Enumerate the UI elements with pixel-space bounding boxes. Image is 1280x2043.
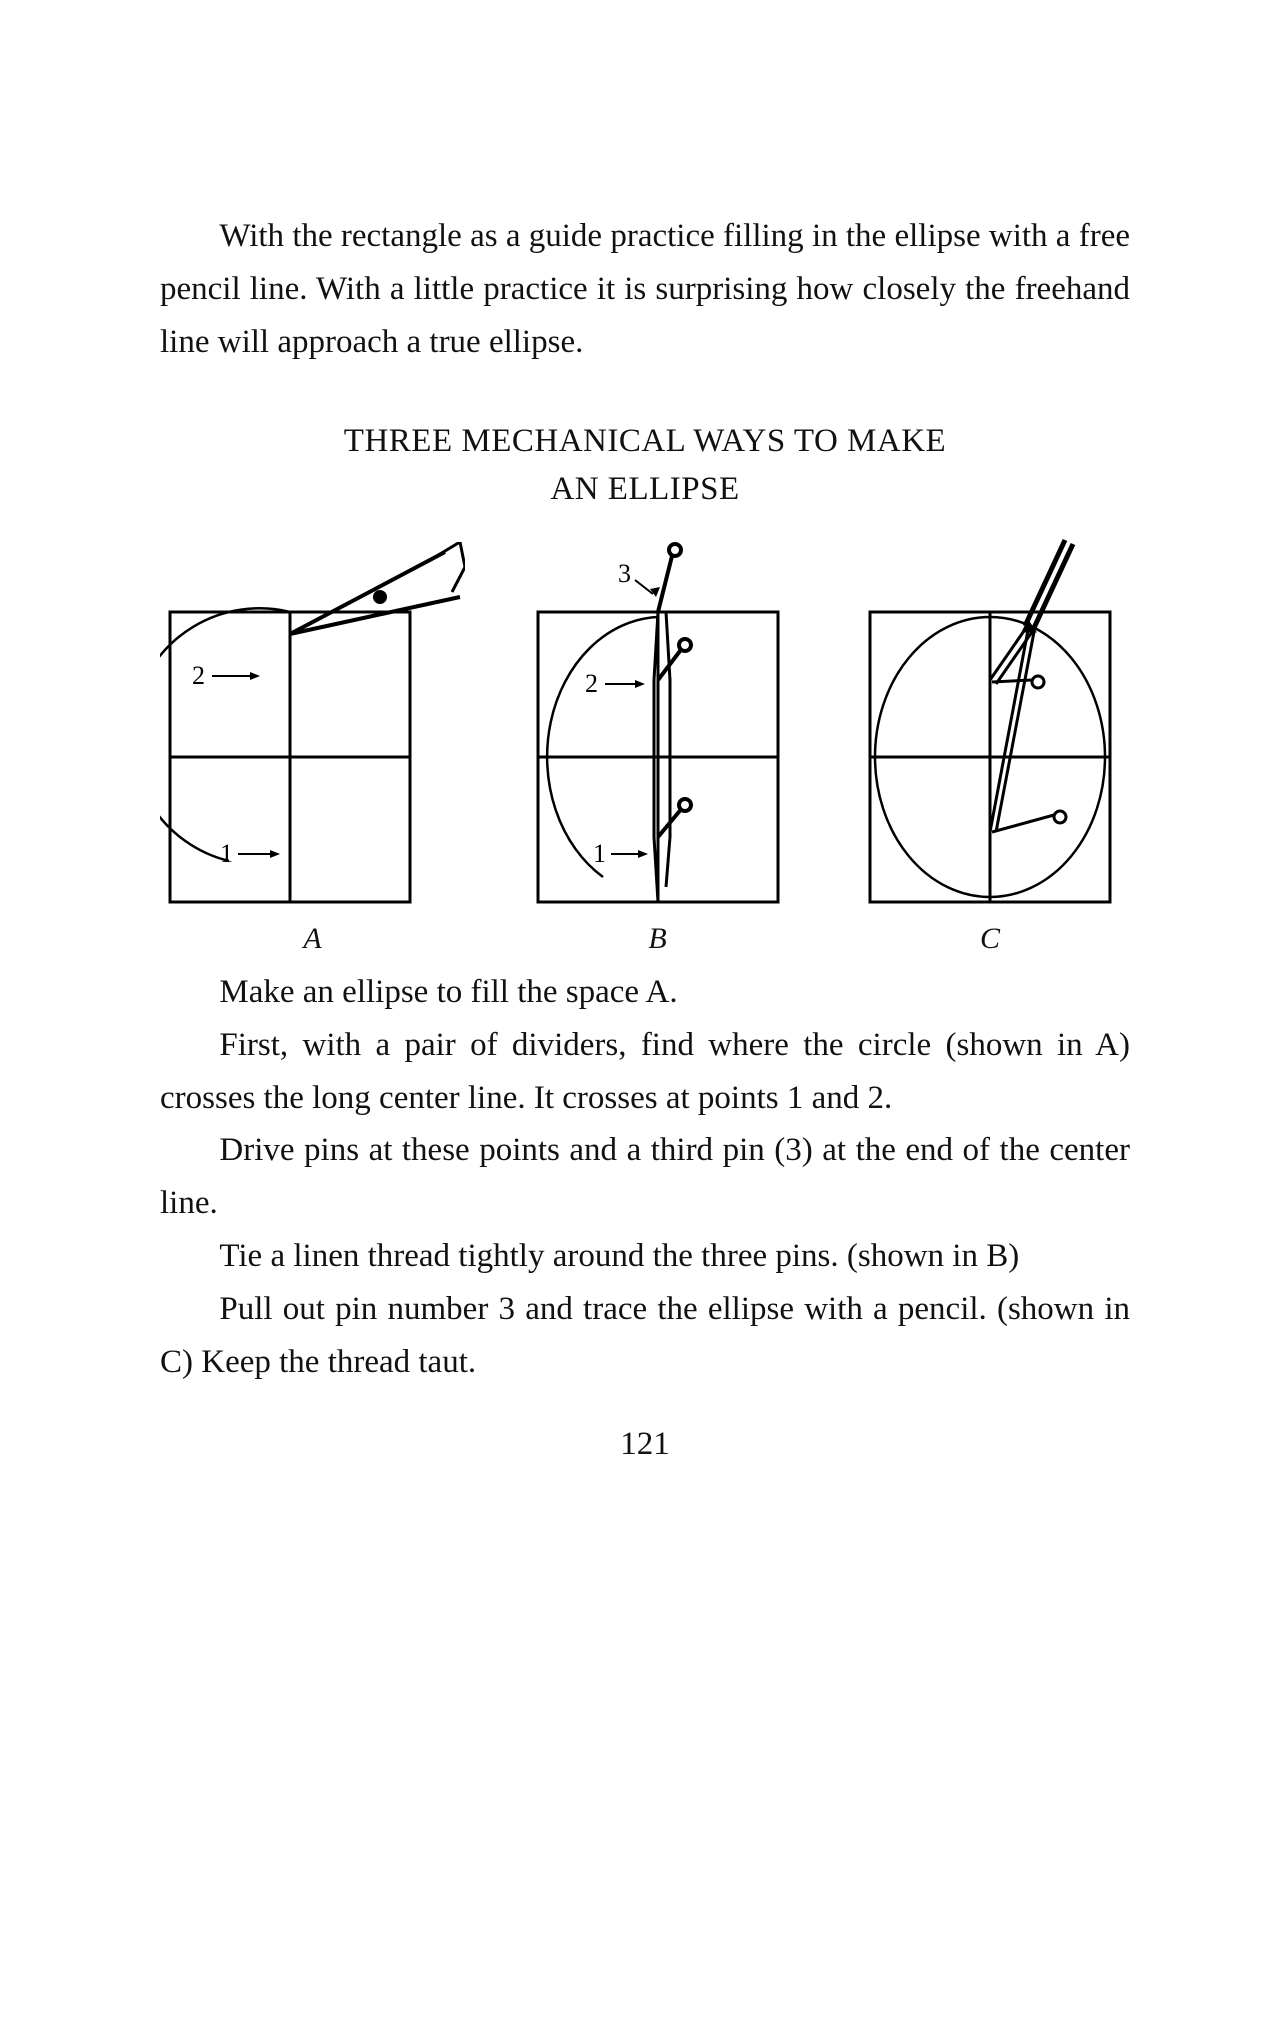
panel-caption-b: B	[648, 922, 666, 956]
label-3: 3	[618, 559, 631, 588]
heading-line-2: AN ELLIPSE	[550, 471, 739, 507]
diagram-a: 1 2	[160, 542, 465, 912]
section-heading: THREE MECHANICAL WAYS TO MAKE AN ELLIPSE	[160, 418, 1130, 514]
diagram-b: 1 2 3	[523, 532, 793, 912]
diagram-c	[850, 532, 1130, 912]
body-p1: Make an ellipse to fill the space A.	[160, 966, 1130, 1019]
panel-caption-c: C	[980, 922, 1000, 956]
panel-caption-a: A	[303, 922, 321, 956]
label-2: 2	[585, 669, 598, 698]
figure-panel-c: C	[850, 532, 1130, 956]
book-page: With the rectangle as a guide practice f…	[0, 0, 1280, 2043]
body-p2: First, with a pair of dividers, find whe…	[160, 1019, 1130, 1125]
page-number: 121	[160, 1426, 1130, 1463]
figure-panel-a: 1 2 A	[160, 542, 465, 956]
figure-row: 1 2 A	[160, 532, 1130, 956]
heading-line-1: THREE MECHANICAL WAYS TO MAKE	[344, 423, 946, 459]
figure-panel-b: 1 2 3 B	[523, 532, 793, 956]
body-p5: Pull out pin number 3 and trace the elli…	[160, 1283, 1130, 1389]
label-2: 2	[192, 661, 205, 690]
body-p4: Tie a linen thread tightly around the th…	[160, 1230, 1130, 1283]
label-1: 1	[220, 839, 233, 868]
label-1: 1	[593, 839, 606, 868]
body-p3: Drive pins at these points and a third p…	[160, 1124, 1130, 1230]
body-text: Make an ellipse to fill the space A. Fir…	[160, 966, 1130, 1388]
intro-paragraph: With the rectangle as a guide practice f…	[160, 210, 1130, 368]
